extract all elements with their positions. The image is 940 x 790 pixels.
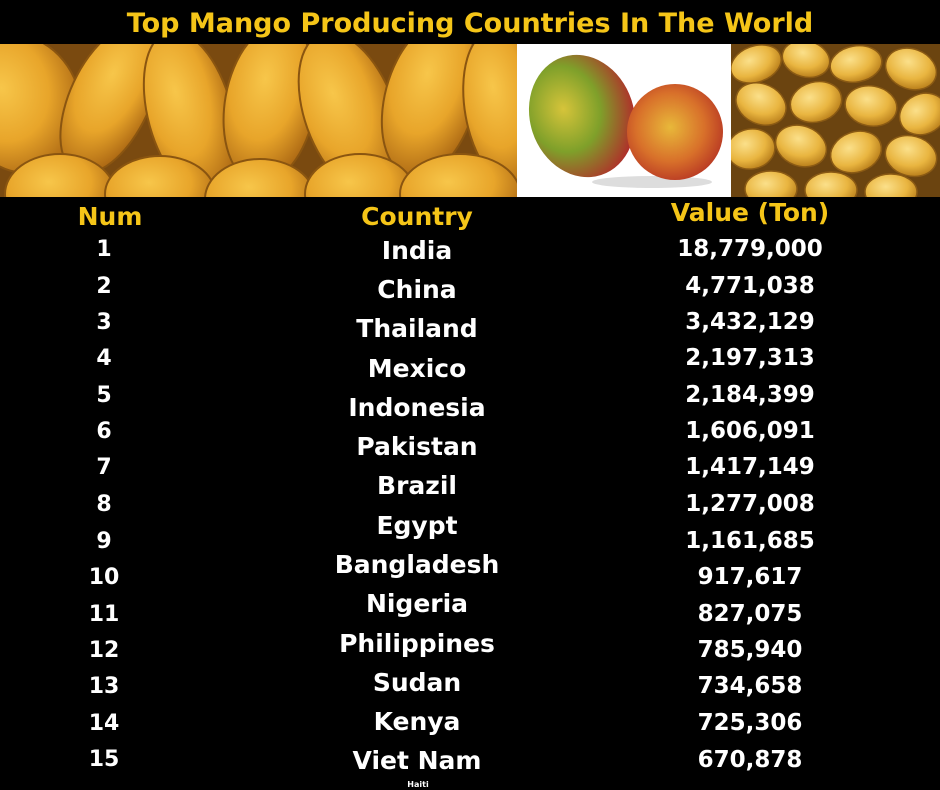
row-country: Pakistan xyxy=(356,432,478,461)
header-value: Value (Ton) xyxy=(670,198,830,227)
row-country: China xyxy=(377,275,457,304)
row-value: 670,878 xyxy=(697,747,803,773)
row-value: 917,617 xyxy=(697,564,803,590)
row-num: 7 xyxy=(96,455,112,480)
row-num: 3 xyxy=(96,310,112,335)
row-value: 2,184,399 xyxy=(685,382,815,408)
mango-pile-photo xyxy=(0,44,517,197)
row-value: 18,779,000 xyxy=(677,236,823,262)
row-country: Kenya xyxy=(373,707,461,736)
row-country: Egypt xyxy=(376,511,458,540)
row-num: 1 xyxy=(96,237,112,262)
row-value: 1,606,091 xyxy=(685,418,815,444)
row-value: 4,771,038 xyxy=(685,273,815,299)
row-country: Thailand xyxy=(356,314,478,343)
row-value: 827,075 xyxy=(697,601,803,627)
row-num: 9 xyxy=(96,529,112,554)
row-value: 725,306 xyxy=(697,710,803,736)
two-mangoes-photo xyxy=(517,44,731,197)
row-num: 10 xyxy=(88,565,120,590)
row-num: 2 xyxy=(96,274,112,299)
row-num: 12 xyxy=(88,638,120,663)
row-num: 11 xyxy=(88,602,120,627)
row-country: Viet Nam xyxy=(352,746,482,775)
row-num: 15 xyxy=(88,747,120,772)
page-title: Top Mango Producing Countries In The Wor… xyxy=(126,8,814,39)
row-country: Brazil xyxy=(377,471,457,500)
row-num: 8 xyxy=(96,492,112,517)
row-num: 4 xyxy=(96,346,112,371)
mango-heap-photo xyxy=(731,44,940,197)
row-value: 1,161,685 xyxy=(685,528,815,554)
row-country: Mexico xyxy=(367,354,467,383)
row-country: Philippines xyxy=(339,629,495,658)
row-num: 5 xyxy=(96,383,112,408)
row-num: 13 xyxy=(88,674,120,699)
row-num: 6 xyxy=(96,419,112,444)
row-value: 1,277,008 xyxy=(685,491,815,517)
row-value: 2,197,313 xyxy=(685,345,815,371)
row-country: Sudan xyxy=(372,668,462,697)
row-value: 1,417,149 xyxy=(685,454,815,480)
row-value: 734,658 xyxy=(697,673,803,699)
row-num: 14 xyxy=(88,711,120,736)
row-country: India xyxy=(381,236,453,265)
row-country: Haiti xyxy=(407,780,429,789)
header-country: Country xyxy=(361,202,473,231)
row-value: 785,940 xyxy=(697,637,803,663)
header-num: Num xyxy=(77,202,143,231)
photo-strip xyxy=(0,44,940,197)
row-value: 3,432,129 xyxy=(685,309,815,335)
row-country: Nigeria xyxy=(365,589,469,618)
row-country: Bangladesh xyxy=(334,550,500,579)
row-country: Indonesia xyxy=(348,393,486,422)
